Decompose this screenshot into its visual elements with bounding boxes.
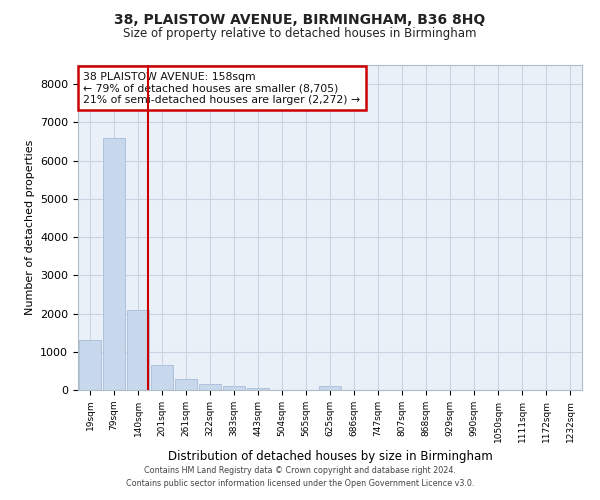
- Text: Contains HM Land Registry data © Crown copyright and database right 2024.
Contai: Contains HM Land Registry data © Crown c…: [126, 466, 474, 487]
- Bar: [103, 138, 125, 390]
- Bar: [199, 384, 221, 390]
- Bar: [223, 386, 245, 390]
- Text: Size of property relative to detached houses in Birmingham: Size of property relative to detached ho…: [123, 28, 477, 40]
- Bar: [151, 365, 173, 390]
- Text: 38 PLAISTOW AVENUE: 158sqm
← 79% of detached houses are smaller (8,705)
21% of s: 38 PLAISTOW AVENUE: 158sqm ← 79% of deta…: [83, 72, 360, 104]
- Bar: [175, 378, 197, 390]
- Text: 38, PLAISTOW AVENUE, BIRMINGHAM, B36 8HQ: 38, PLAISTOW AVENUE, BIRMINGHAM, B36 8HQ: [115, 12, 485, 26]
- Bar: [319, 386, 341, 390]
- Bar: [79, 340, 101, 390]
- Y-axis label: Number of detached properties: Number of detached properties: [25, 140, 35, 315]
- Bar: [127, 310, 149, 390]
- Bar: [247, 388, 269, 390]
- X-axis label: Distribution of detached houses by size in Birmingham: Distribution of detached houses by size …: [167, 450, 493, 463]
